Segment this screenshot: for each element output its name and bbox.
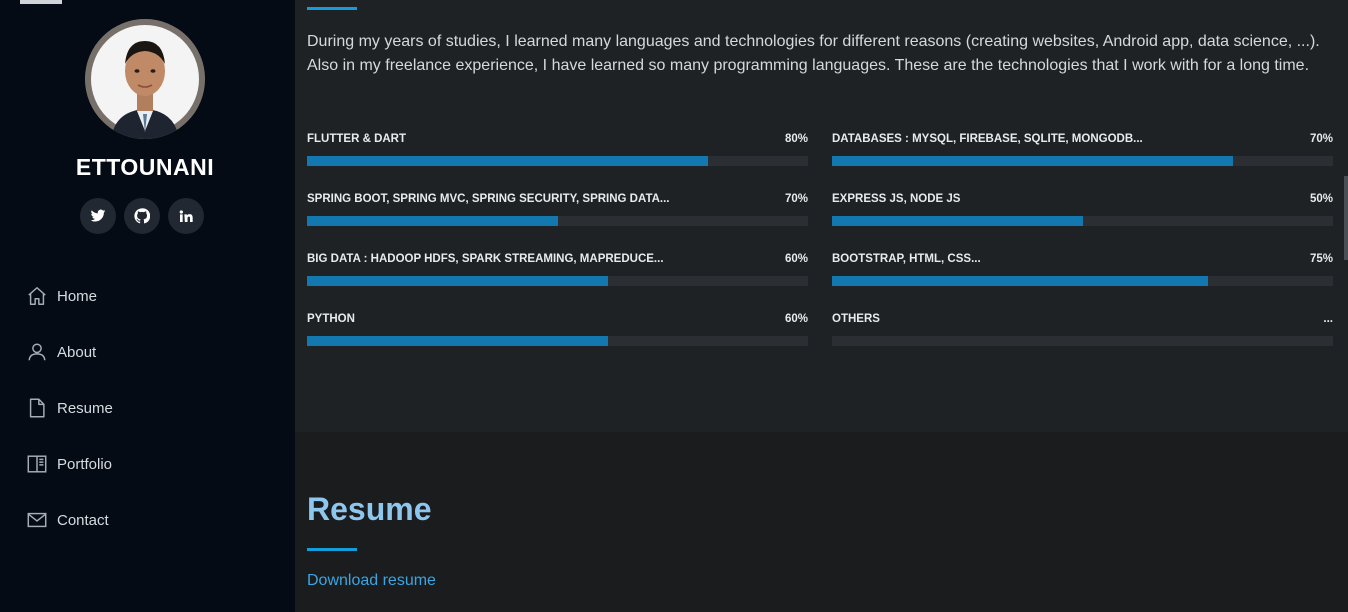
skill-name: BOOTSTRAP, HTML, CSS... xyxy=(832,253,981,265)
skill-percent: 80% xyxy=(784,133,808,145)
skill-percent: 70% xyxy=(784,193,808,205)
skill-item: SPRING BOOT, SPRING MVC, SPRING SECURITY… xyxy=(307,193,808,226)
home-icon xyxy=(28,287,46,305)
progress-fill xyxy=(832,276,1208,286)
skill-name: DATABASES : MYSQL, FIREBASE, SQLITE, MON… xyxy=(832,133,1143,145)
logo-fragment xyxy=(20,0,62,4)
skill-percent: ... xyxy=(1323,313,1333,325)
nav-item-portfolio[interactable]: Portfolio xyxy=(26,436,113,492)
nav-item-contact[interactable]: Contact xyxy=(26,492,113,548)
skill-item: FLUTTER & DART 80% xyxy=(307,133,808,166)
resume-section: Resume Download resume xyxy=(295,432,1348,612)
github-icon xyxy=(134,208,150,224)
linkedin-link[interactable] xyxy=(168,198,204,234)
file-icon xyxy=(29,398,45,418)
scrollbar-thumb[interactable] xyxy=(1344,176,1348,260)
progress-fill xyxy=(307,336,608,346)
skills-intro: During my years of studies, I learned ma… xyxy=(307,33,1320,74)
skill-name: FLUTTER & DART xyxy=(307,133,407,145)
skill-name: SPRING BOOT, SPRING MVC, SPRING SECURITY… xyxy=(307,193,670,205)
nav-label: Contact xyxy=(57,511,109,529)
skill-name: PYTHON xyxy=(307,313,355,325)
progress-track xyxy=(832,336,1333,346)
progress-track xyxy=(307,156,808,166)
progress-track xyxy=(832,216,1333,226)
download-resume-link[interactable]: Download resume xyxy=(307,572,436,589)
skill-item: BOOTSTRAP, HTML, CSS... 75% xyxy=(832,253,1333,286)
section-title: Resume xyxy=(307,491,432,527)
nav-label: Home xyxy=(57,287,98,305)
avatar xyxy=(85,19,205,139)
skill-item: EXPRESS JS, NODE JS 50% xyxy=(832,193,1333,226)
section-accent-line xyxy=(307,548,357,551)
skill-percent: 50% xyxy=(1309,193,1333,205)
progress-track xyxy=(832,156,1333,166)
progress-track xyxy=(832,276,1333,286)
progress-fill xyxy=(307,156,708,166)
nav-item-resume[interactable]: Resume xyxy=(26,380,113,436)
skills-section: During my years of studies, I learned ma… xyxy=(295,0,1348,432)
progress-track xyxy=(307,216,808,226)
social-links xyxy=(80,198,204,234)
main-nav: Home About Resume Portfolio Contact xyxy=(26,268,113,548)
skill-item: DATABASES : MYSQL, FIREBASE, SQLITE, MON… xyxy=(832,133,1333,166)
section-accent-line xyxy=(307,7,357,10)
sidebar: ETTOUNANI Home About Resume Portfolio xyxy=(0,0,295,612)
book-icon xyxy=(27,455,47,473)
nav-label: About xyxy=(57,343,97,361)
progress-fill xyxy=(307,216,558,226)
profile-name: ETTOUNANI xyxy=(75,154,215,180)
progress-track xyxy=(307,336,808,346)
user-icon xyxy=(28,343,46,361)
twitter-icon xyxy=(90,209,106,222)
envelope-icon xyxy=(27,512,47,528)
skill-item: OTHERS... xyxy=(832,313,1333,346)
nav-item-home[interactable]: Home xyxy=(26,268,113,324)
skill-percent: 70% xyxy=(1309,133,1333,145)
progress-fill xyxy=(307,276,608,286)
github-link[interactable] xyxy=(124,198,160,234)
progress-track xyxy=(307,276,808,286)
skill-name: EXPRESS JS, NODE JS xyxy=(832,193,961,205)
skill-name: OTHERS xyxy=(832,313,880,325)
skill-percent: 75% xyxy=(1309,253,1333,265)
skill-percent: 60% xyxy=(784,253,808,265)
progress-fill xyxy=(832,156,1233,166)
nav-item-about[interactable]: About xyxy=(26,324,113,380)
nav-label: Resume xyxy=(57,399,113,417)
skill-name: BIG DATA : HADOOP HDFS, SPARK STREAMING,… xyxy=(307,253,664,265)
twitter-link[interactable] xyxy=(80,198,116,234)
linkedin-icon xyxy=(179,210,193,222)
main-content: During my years of studies, I learned ma… xyxy=(295,0,1348,612)
skill-percent: 60% xyxy=(784,313,808,325)
skill-item: BIG DATA : HADOOP HDFS, SPARK STREAMING,… xyxy=(307,253,808,286)
progress-fill xyxy=(832,216,1083,226)
skill-item: PYTHON 60% xyxy=(307,313,808,346)
nav-label: Portfolio xyxy=(57,455,113,473)
